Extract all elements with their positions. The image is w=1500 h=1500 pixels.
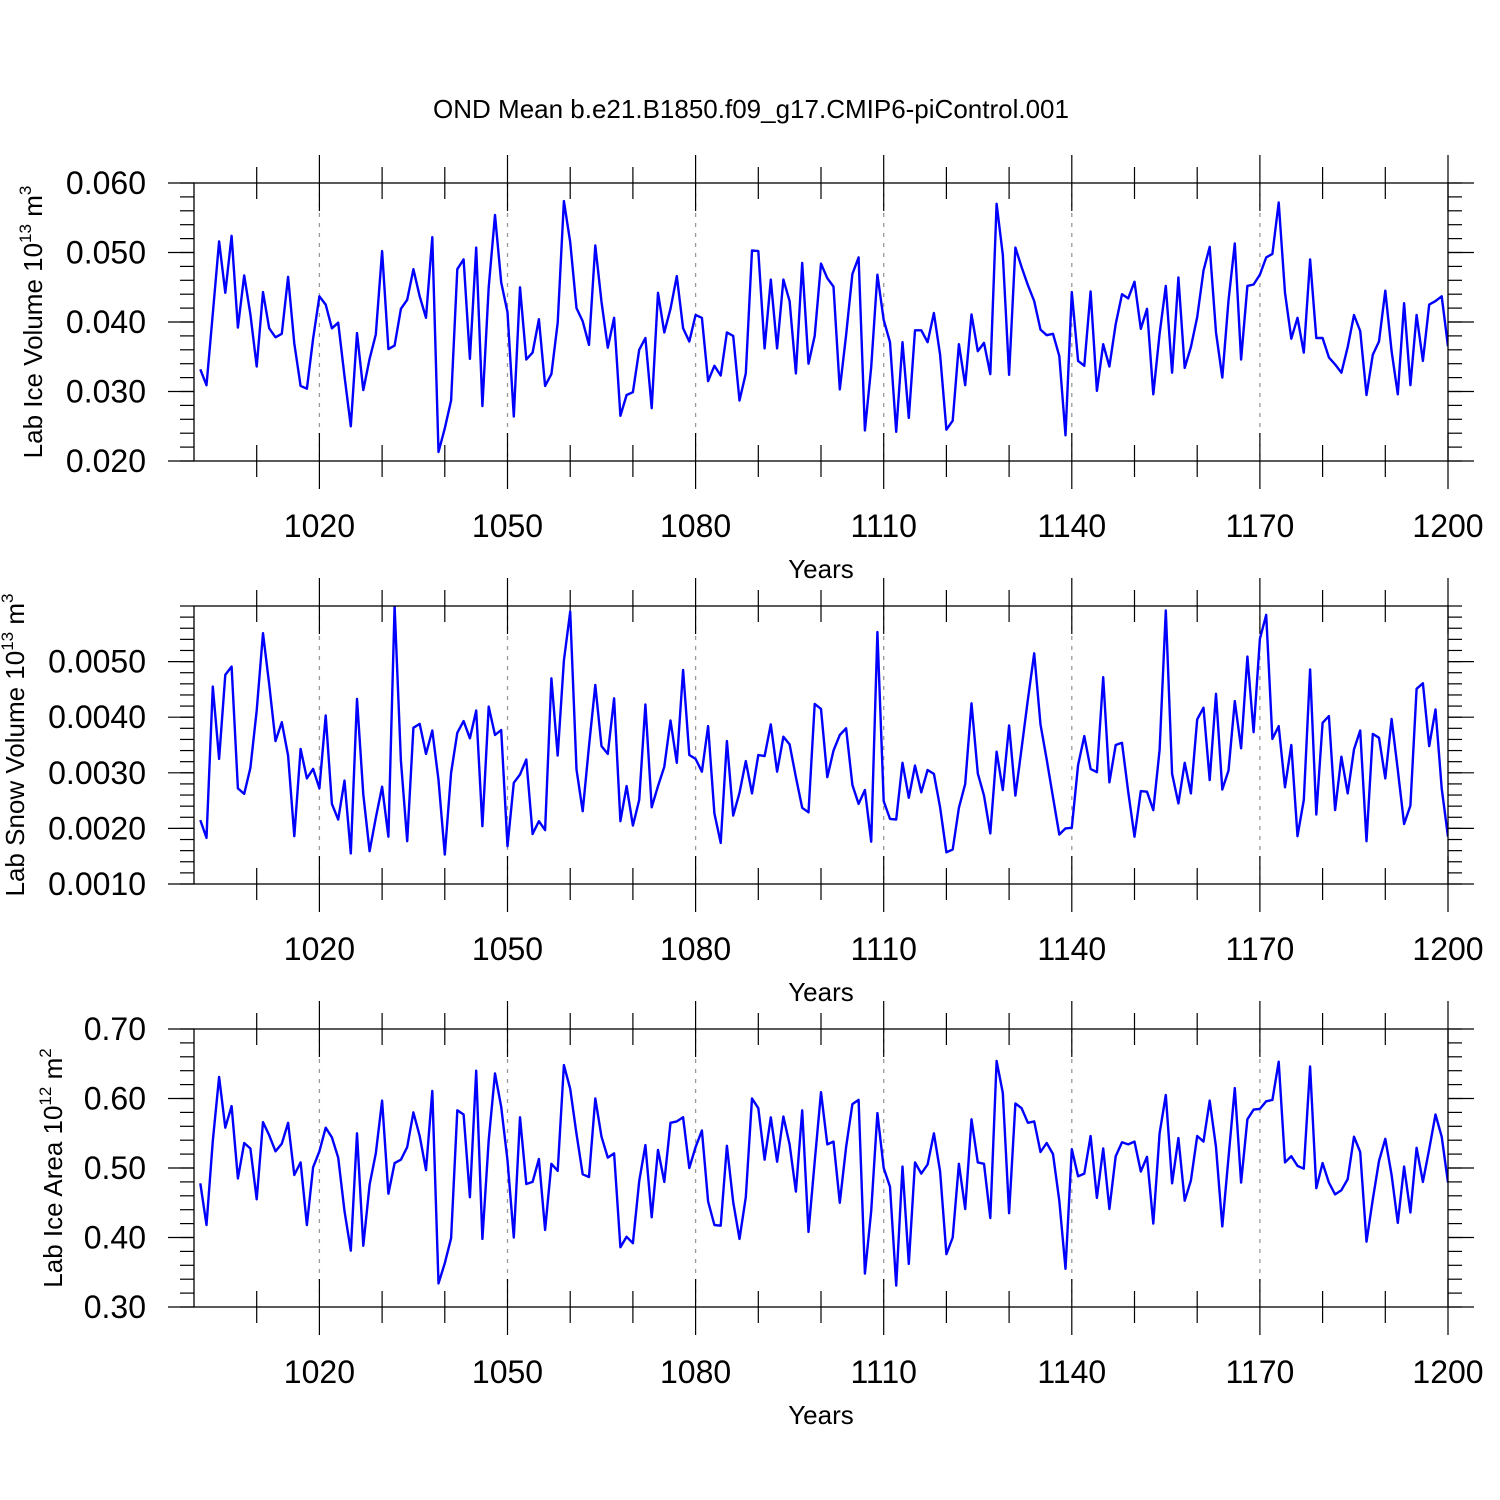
x-tick-label: 1110 (850, 1354, 916, 1390)
x-axis-label: Years (788, 1400, 854, 1430)
x-tick-label: 1020 (284, 508, 355, 544)
x-tick-label: 1170 (1225, 508, 1294, 544)
x-tick-label: 1170 (1225, 931, 1294, 967)
series-line (199, 606, 1448, 856)
y-axis-label: Lab Ice Volume 1013 m3 (16, 186, 48, 459)
x-tick-label: 1110 (850, 931, 916, 967)
x-tick-label: 1020 (284, 1354, 355, 1390)
y-tick-label: 0.030 (66, 374, 146, 410)
series-line (199, 1059, 1448, 1287)
panel-ice-area: 1020 1050 1080 1110 1140 1170 1200 0.30 0.40 0.50… (36, 1001, 1484, 1430)
plot-frame (193, 1028, 1449, 1308)
y-axis-label: Lab Snow Volume 1013 m3 (0, 593, 30, 896)
y-tick-label: 0.060 (66, 165, 146, 201)
y-tick-label: 0.020 (66, 443, 146, 479)
x-tick-label: 1020 (284, 931, 355, 967)
x-tick-label: 1140 (1037, 1354, 1106, 1390)
y-tick-label: 0.30 (84, 1289, 146, 1325)
y-tick-label: 0.0020 (48, 810, 146, 846)
x-tick-label: 1050 (472, 508, 543, 544)
y-tick-label: 0.60 (84, 1081, 146, 1117)
x-axis-label: Years (788, 554, 854, 584)
x-tick-label: 1050 (472, 1354, 543, 1390)
y-tick-label: 0.0010 (48, 866, 146, 902)
y-tick-label: 0.040 (66, 304, 146, 340)
y-axis-label: Lab Ice Area 1012 m2 (36, 1048, 68, 1287)
x-tick-label: 1140 (1037, 508, 1106, 544)
x-tick-label: 1080 (660, 931, 731, 967)
y-tick-label: 0.0050 (48, 644, 146, 680)
y-tick-label: 0.70 (84, 1011, 146, 1047)
chart-title: OND Mean b.e21.B1850.f09_g17.CMIP6-piCon… (433, 94, 1069, 124)
x-tick-label: 1140 (1037, 931, 1106, 967)
x-tick-label: 1200 (1412, 1354, 1483, 1390)
panel-ice-volume: 1020 1050 1080 1110 1140 1170 1200 0.020 0.030 0.… (16, 155, 1484, 584)
x-tick-label: 1200 (1412, 508, 1483, 544)
x-tick-label: 1200 (1412, 931, 1483, 967)
x-tick-label: 1080 (660, 1354, 731, 1390)
y-tick-label: 0.40 (84, 1220, 146, 1256)
x-axis-label: Years (788, 977, 854, 1007)
y-tick-label: 0.0040 (48, 699, 146, 735)
x-tick-label: 1050 (472, 931, 543, 967)
series-line (199, 199, 1448, 454)
x-tick-label: 1170 (1225, 1354, 1294, 1390)
panel-snow-volume: 1020 1050 1080 1110 1140 1170 1200 0.0010 0.0020… (0, 578, 1484, 1007)
plot-frame (193, 605, 1449, 885)
x-tick-label: 1080 (660, 508, 731, 544)
x-tick-label: 1110 (850, 508, 916, 544)
y-tick-label: 0.0030 (48, 755, 146, 791)
y-tick-label: 0.50 (84, 1150, 146, 1186)
plot-frame (193, 182, 1449, 462)
y-tick-label: 0.050 (66, 235, 146, 271)
